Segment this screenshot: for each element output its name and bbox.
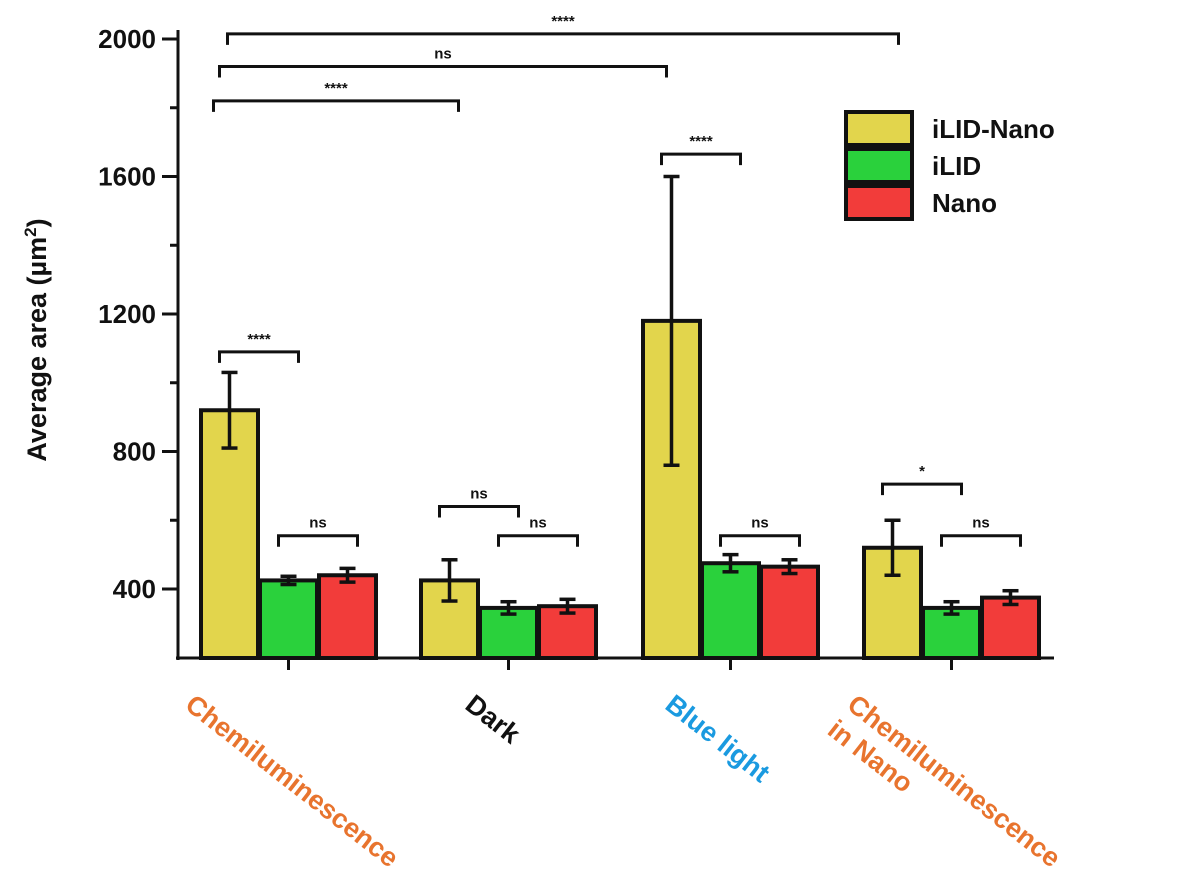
bar-ilid: [478, 605, 539, 660]
significance-label: ns: [470, 486, 488, 503]
bar-nano: [980, 595, 1041, 660]
significance-bracket: [277, 534, 359, 547]
significance-label: ns: [972, 515, 990, 532]
bar-ilid: [921, 605, 982, 660]
significance-bracket: [660, 152, 742, 166]
significance-bracket: [226, 32, 900, 45]
x-category-labels: Chemiluminescence Dark Blue light Chemilumi…: [180, 689, 1066, 880]
significance-bracket: [438, 505, 520, 518]
y-axis-label: Average area (µm2): [21, 218, 52, 461]
bar-ilid: [700, 561, 761, 660]
significance-bracket: [940, 534, 1022, 547]
significance-bracket: [881, 482, 963, 496]
bar-nano: [759, 564, 820, 660]
x-category-label: Chemiluminescence: [180, 689, 404, 873]
significance-label: ****: [247, 331, 271, 348]
significance-bracket: [497, 534, 579, 547]
error-bars: [221, 174, 1019, 616]
significance-bracket: [212, 99, 460, 112]
significance-label: ns: [751, 515, 769, 532]
significance-label: ****: [324, 80, 348, 97]
legend-swatch: [844, 110, 914, 147]
y-tick-label: 1600: [98, 162, 156, 192]
y-tick-label: 2000: [98, 24, 156, 54]
bars: [199, 318, 1041, 660]
significance-label: ns: [529, 515, 547, 532]
significance-label: ns: [309, 515, 327, 532]
significance-bracket: [218, 65, 668, 78]
x-category-label: Blue light: [660, 689, 775, 788]
bar-ilid-nano: [199, 408, 260, 660]
legend-label: iLID-Nano: [932, 114, 1055, 144]
significance-bracket: [719, 534, 801, 547]
legend-label: iLID: [932, 151, 981, 181]
legend: iLID-Nano iLID Nano: [844, 110, 1055, 221]
legend-label: Nano: [932, 188, 997, 218]
significance-label: ****: [551, 13, 575, 30]
legend-swatch: [844, 147, 914, 184]
significance-brackets: **** ns ns ns **** ns * ns **** ns ****: [212, 13, 1022, 547]
significance-label: *: [919, 463, 925, 480]
bar-nano: [317, 573, 378, 660]
y-tick-label: 800: [113, 437, 156, 467]
legend-swatch: [844, 184, 914, 221]
x-category-label: Chemiluminescencein Nano: [822, 689, 1066, 880]
y-tick-label: 1200: [98, 299, 156, 329]
significance-label: ns: [434, 46, 452, 63]
x-category-label: Dark: [460, 689, 527, 750]
significance-label: ****: [689, 133, 713, 150]
bar-ilid: [258, 578, 319, 660]
y-tick-label: 400: [113, 574, 156, 604]
y-ticks: 400 800 1200 1600 2000: [98, 24, 178, 604]
significance-bracket: [218, 350, 300, 363]
